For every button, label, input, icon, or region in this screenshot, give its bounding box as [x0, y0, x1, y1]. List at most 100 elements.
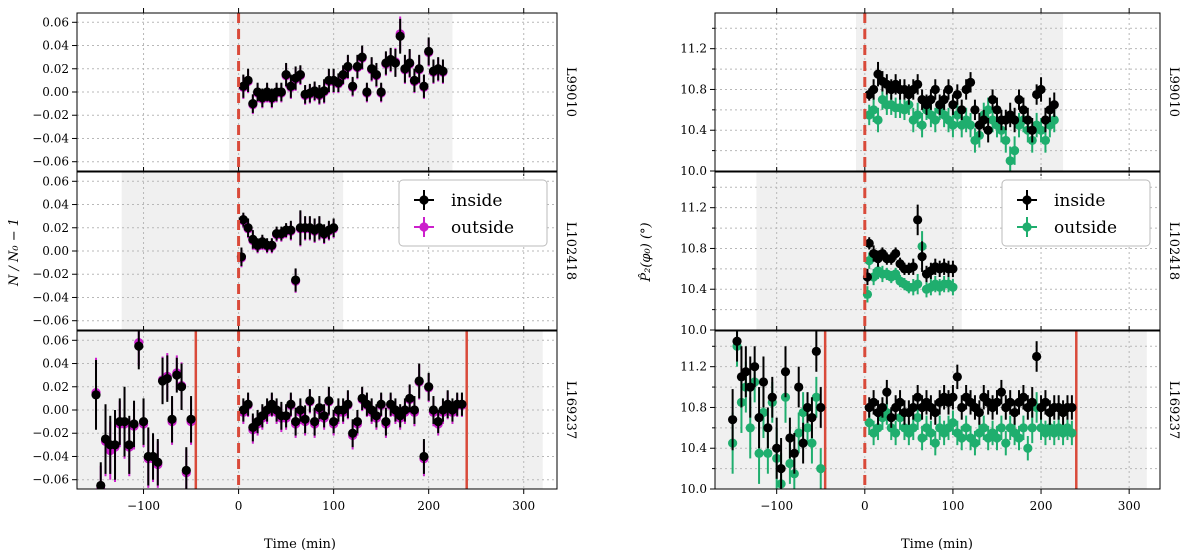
y-tick-label: 0.02	[42, 221, 69, 235]
data-point	[983, 105, 993, 115]
data-point	[281, 411, 291, 421]
x-tick-label: 200	[417, 499, 440, 513]
data-point	[891, 269, 901, 279]
data-point	[176, 382, 187, 392]
left-ylabel: N / N₀ − 1	[7, 218, 22, 287]
data-point	[917, 252, 927, 262]
x-tick-label: 300	[1118, 499, 1141, 513]
y-tick-label: −0.02	[32, 426, 69, 440]
data-point	[248, 99, 258, 109]
data-point	[457, 399, 467, 409]
data-point	[314, 403, 324, 413]
data-point	[138, 417, 149, 427]
data-point	[291, 417, 301, 427]
data-point	[948, 392, 958, 402]
data-point	[324, 396, 334, 406]
data-point	[1032, 351, 1042, 362]
data-point	[869, 84, 879, 95]
data-point	[952, 89, 962, 100]
data-point	[930, 84, 940, 95]
data-point	[864, 256, 874, 266]
y-tick-label: 0.00	[42, 403, 69, 417]
data-point	[745, 423, 755, 433]
subplot-l169237: −0.06 −0.04 −0.02 0.00 0.02 0.04 0.06 −100 0 100 2…	[32, 326, 578, 513]
data-point	[291, 275, 301, 285]
data-point	[295, 405, 305, 415]
data-point	[286, 399, 296, 409]
x-tick-label: 300	[512, 499, 535, 513]
data-point	[961, 84, 971, 95]
data-point	[930, 115, 940, 125]
legend: inside outside	[1001, 179, 1151, 247]
data-point	[376, 399, 386, 409]
x-tick-label: 0	[861, 499, 869, 513]
series-inside	[862, 204, 958, 286]
data-point	[869, 105, 879, 115]
data-point	[979, 115, 989, 125]
data-point	[807, 413, 817, 423]
data-point	[794, 428, 804, 438]
legend-marker-outside	[1022, 222, 1032, 232]
data-point	[943, 84, 954, 95]
data-point	[728, 415, 738, 425]
data-point	[802, 402, 813, 413]
data-point	[987, 95, 998, 105]
right-xlabel: Time (min)	[901, 537, 973, 552]
data-point	[343, 399, 353, 409]
row-label: L169237	[563, 381, 578, 439]
data-point	[913, 79, 923, 89]
legend-marker-inside	[419, 195, 429, 205]
data-point	[419, 451, 429, 462]
data-point	[286, 81, 296, 91]
data-point	[405, 58, 415, 68]
axes-frame	[714, 330, 1161, 490]
data-point	[974, 407, 984, 418]
legend: inside outside	[398, 179, 548, 247]
data-point	[352, 417, 362, 427]
plot-area	[77, 13, 557, 171]
data-point	[376, 87, 386, 97]
y-tick-label: 10.0	[680, 164, 707, 178]
data-point	[864, 238, 874, 248]
data-point	[238, 215, 248, 225]
data-point	[763, 448, 773, 458]
plot-area	[715, 331, 1160, 489]
y-tick-label: −0.06	[32, 473, 69, 487]
data-point	[917, 433, 927, 443]
data-point	[758, 377, 769, 387]
x-tick-label: 0	[235, 499, 243, 513]
y-tick-label: 10.0	[680, 482, 707, 496]
data-point	[400, 405, 410, 415]
data-point	[348, 428, 358, 438]
y-tick-label: −0.02	[32, 108, 69, 122]
series-inside	[238, 18, 448, 113]
data-point	[181, 465, 191, 476]
data-point	[395, 31, 405, 41]
data-point	[1040, 135, 1051, 146]
y-tick-label: −0.04	[32, 449, 69, 463]
data-point	[129, 419, 139, 429]
data-point	[243, 399, 253, 409]
data-point	[992, 397, 1002, 407]
data-point	[405, 393, 415, 403]
data-point	[1023, 115, 1033, 125]
legend-label-inside: inside	[1054, 191, 1106, 211]
data-point	[802, 423, 813, 433]
data-point	[348, 81, 358, 91]
data-point	[329, 417, 339, 427]
data-point	[873, 69, 883, 79]
data-point	[1010, 407, 1020, 418]
data-point	[300, 414, 310, 424]
left-xlabel: Time (min)	[264, 537, 336, 552]
y-tick-label: 10.8	[680, 82, 707, 96]
data-point	[362, 87, 372, 97]
y-tick-label: 10.4	[680, 282, 707, 296]
data-point	[864, 418, 874, 428]
data-point	[957, 402, 967, 413]
data-point	[343, 61, 353, 72]
data-point	[409, 405, 420, 415]
subplot-l102418: 10.0 10.4 10.8 11.2 L102418 inside outside	[680, 167, 1181, 337]
data-point	[286, 225, 296, 235]
plot-area	[715, 13, 1160, 171]
